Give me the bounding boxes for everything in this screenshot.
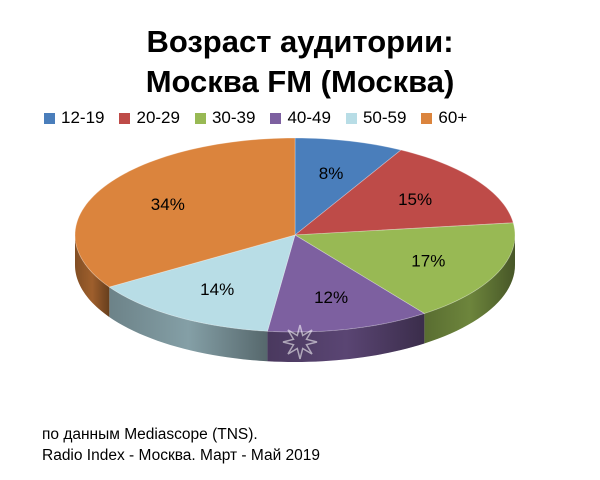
legend-swatch [345,112,357,124]
pie-side-shade [109,286,268,362]
watermark-star-icon [282,324,318,360]
pie-label-12-19: 8% [319,164,344,183]
legend-item-30-39: 30-39 [194,108,256,128]
legend-swatch [194,112,206,124]
pie-label-50-59: 14% [200,280,234,299]
legend-label: 60+ [438,108,468,127]
pie-side-shade [424,235,515,344]
watermark: ALLEN MEDIA [238,372,362,391]
legend-label: 20-29 [136,108,180,127]
legend-label: 30-39 [211,108,256,127]
chart-title-line2: Москва FM (Москва) [145,64,455,99]
pie-labels: 8% 15% 17% 12% 14% 34% [151,164,446,307]
pie-slice-30-39 [293,222,516,314]
legend-swatch [421,112,433,124]
pie-sides [75,235,515,362]
legend-item-50-59: 50-59 [345,108,407,128]
pie-label-20-29: 15% [398,190,432,209]
pie-label-30-39: 17% [411,251,445,270]
pie-slice-60+ [74,137,296,288]
legend-swatch [270,112,282,124]
legend-swatch [44,112,55,124]
pie-tops [74,137,516,333]
footnote-line1: по данным Mediascope (TNS). [42,426,258,443]
chart-title-line1: Возраст аудитории: [146,24,454,59]
legend-item-40-49: 40-49 [270,108,331,128]
footnote-line2: Radio Index - Москва. Март - Май 2019 [42,447,321,464]
watermark-star-shape [282,324,318,360]
pie-slice-20-29 [293,149,514,236]
chart-legend: 12-19 20-29 30-39 40-49 50-59 60+ [44,106,584,130]
legend-item-20-29: 20-29 [119,108,180,128]
pie-side-shade [75,235,110,317]
pie-label-40-49: 12% [314,288,348,307]
legend-label: 12-19 [61,108,105,127]
pie-label-60+: 34% [151,195,185,214]
pie-slice-50-59 [108,234,296,332]
legend-item-12-19: 12-19 [44,108,104,128]
pie-side-shade [267,313,425,362]
legend-swatch [119,112,131,124]
chart-title: Возраст аудитории: Москва FM (Москва) [0,22,600,102]
legend-label: 40-49 [287,108,331,127]
legend-item-60-plus: 60+ [421,108,467,128]
footnote: по данным Mediascope (TNS). Radio Index … [42,424,320,466]
pie-slice-12-19 [294,137,402,236]
pie-chart: 8% 15% 17% 12% 14% 34% [74,137,516,362]
legend-label: 50-59 [362,108,407,127]
